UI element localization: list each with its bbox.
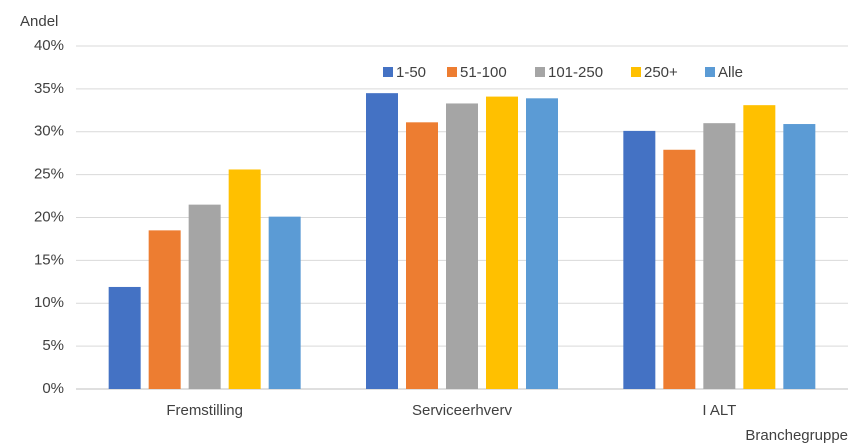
bar <box>486 96 518 389</box>
y-tick-label: 5% <box>42 337 64 354</box>
legend-label: 1-50 <box>396 64 426 81</box>
y-tick-label: 25% <box>34 166 64 183</box>
bar <box>406 122 438 389</box>
bar <box>623 130 656 389</box>
y-tick-label: 10% <box>34 294 64 311</box>
y-tick-label: 20% <box>34 208 64 225</box>
legend-swatch <box>631 67 641 77</box>
bar <box>526 98 558 390</box>
bar <box>783 124 816 389</box>
y-tick-label: 30% <box>34 123 64 140</box>
bar <box>108 286 141 389</box>
y-tick-label: 15% <box>34 251 64 268</box>
y-tick-label: 40% <box>34 37 64 54</box>
legend-swatch <box>705 67 715 77</box>
x-tick-label: Serviceerhverv <box>412 402 513 419</box>
legend-label: 101-250 <box>548 64 603 81</box>
x-tick-label: I ALT <box>702 402 736 419</box>
bar <box>268 216 301 389</box>
y-tick-label: 35% <box>34 80 64 97</box>
bar <box>148 230 181 389</box>
legend-swatch <box>383 67 393 77</box>
y-axis-label: Andel <box>20 13 58 30</box>
bar <box>366 93 398 389</box>
bar <box>188 204 221 389</box>
bar <box>228 169 261 389</box>
legend-label: Alle <box>718 64 743 81</box>
bar <box>703 123 736 390</box>
bar <box>663 149 696 389</box>
legend-label: 51-100 <box>460 64 507 81</box>
bar <box>446 103 478 389</box>
bar <box>743 105 776 389</box>
legend-label: 250+ <box>644 64 678 81</box>
x-axis-label: Branchegruppe <box>745 427 848 444</box>
legend-swatch <box>447 67 457 77</box>
y-tick-label: 0% <box>42 380 64 397</box>
legend-swatch <box>535 67 545 77</box>
x-tick-label: Fremstilling <box>166 402 243 419</box>
